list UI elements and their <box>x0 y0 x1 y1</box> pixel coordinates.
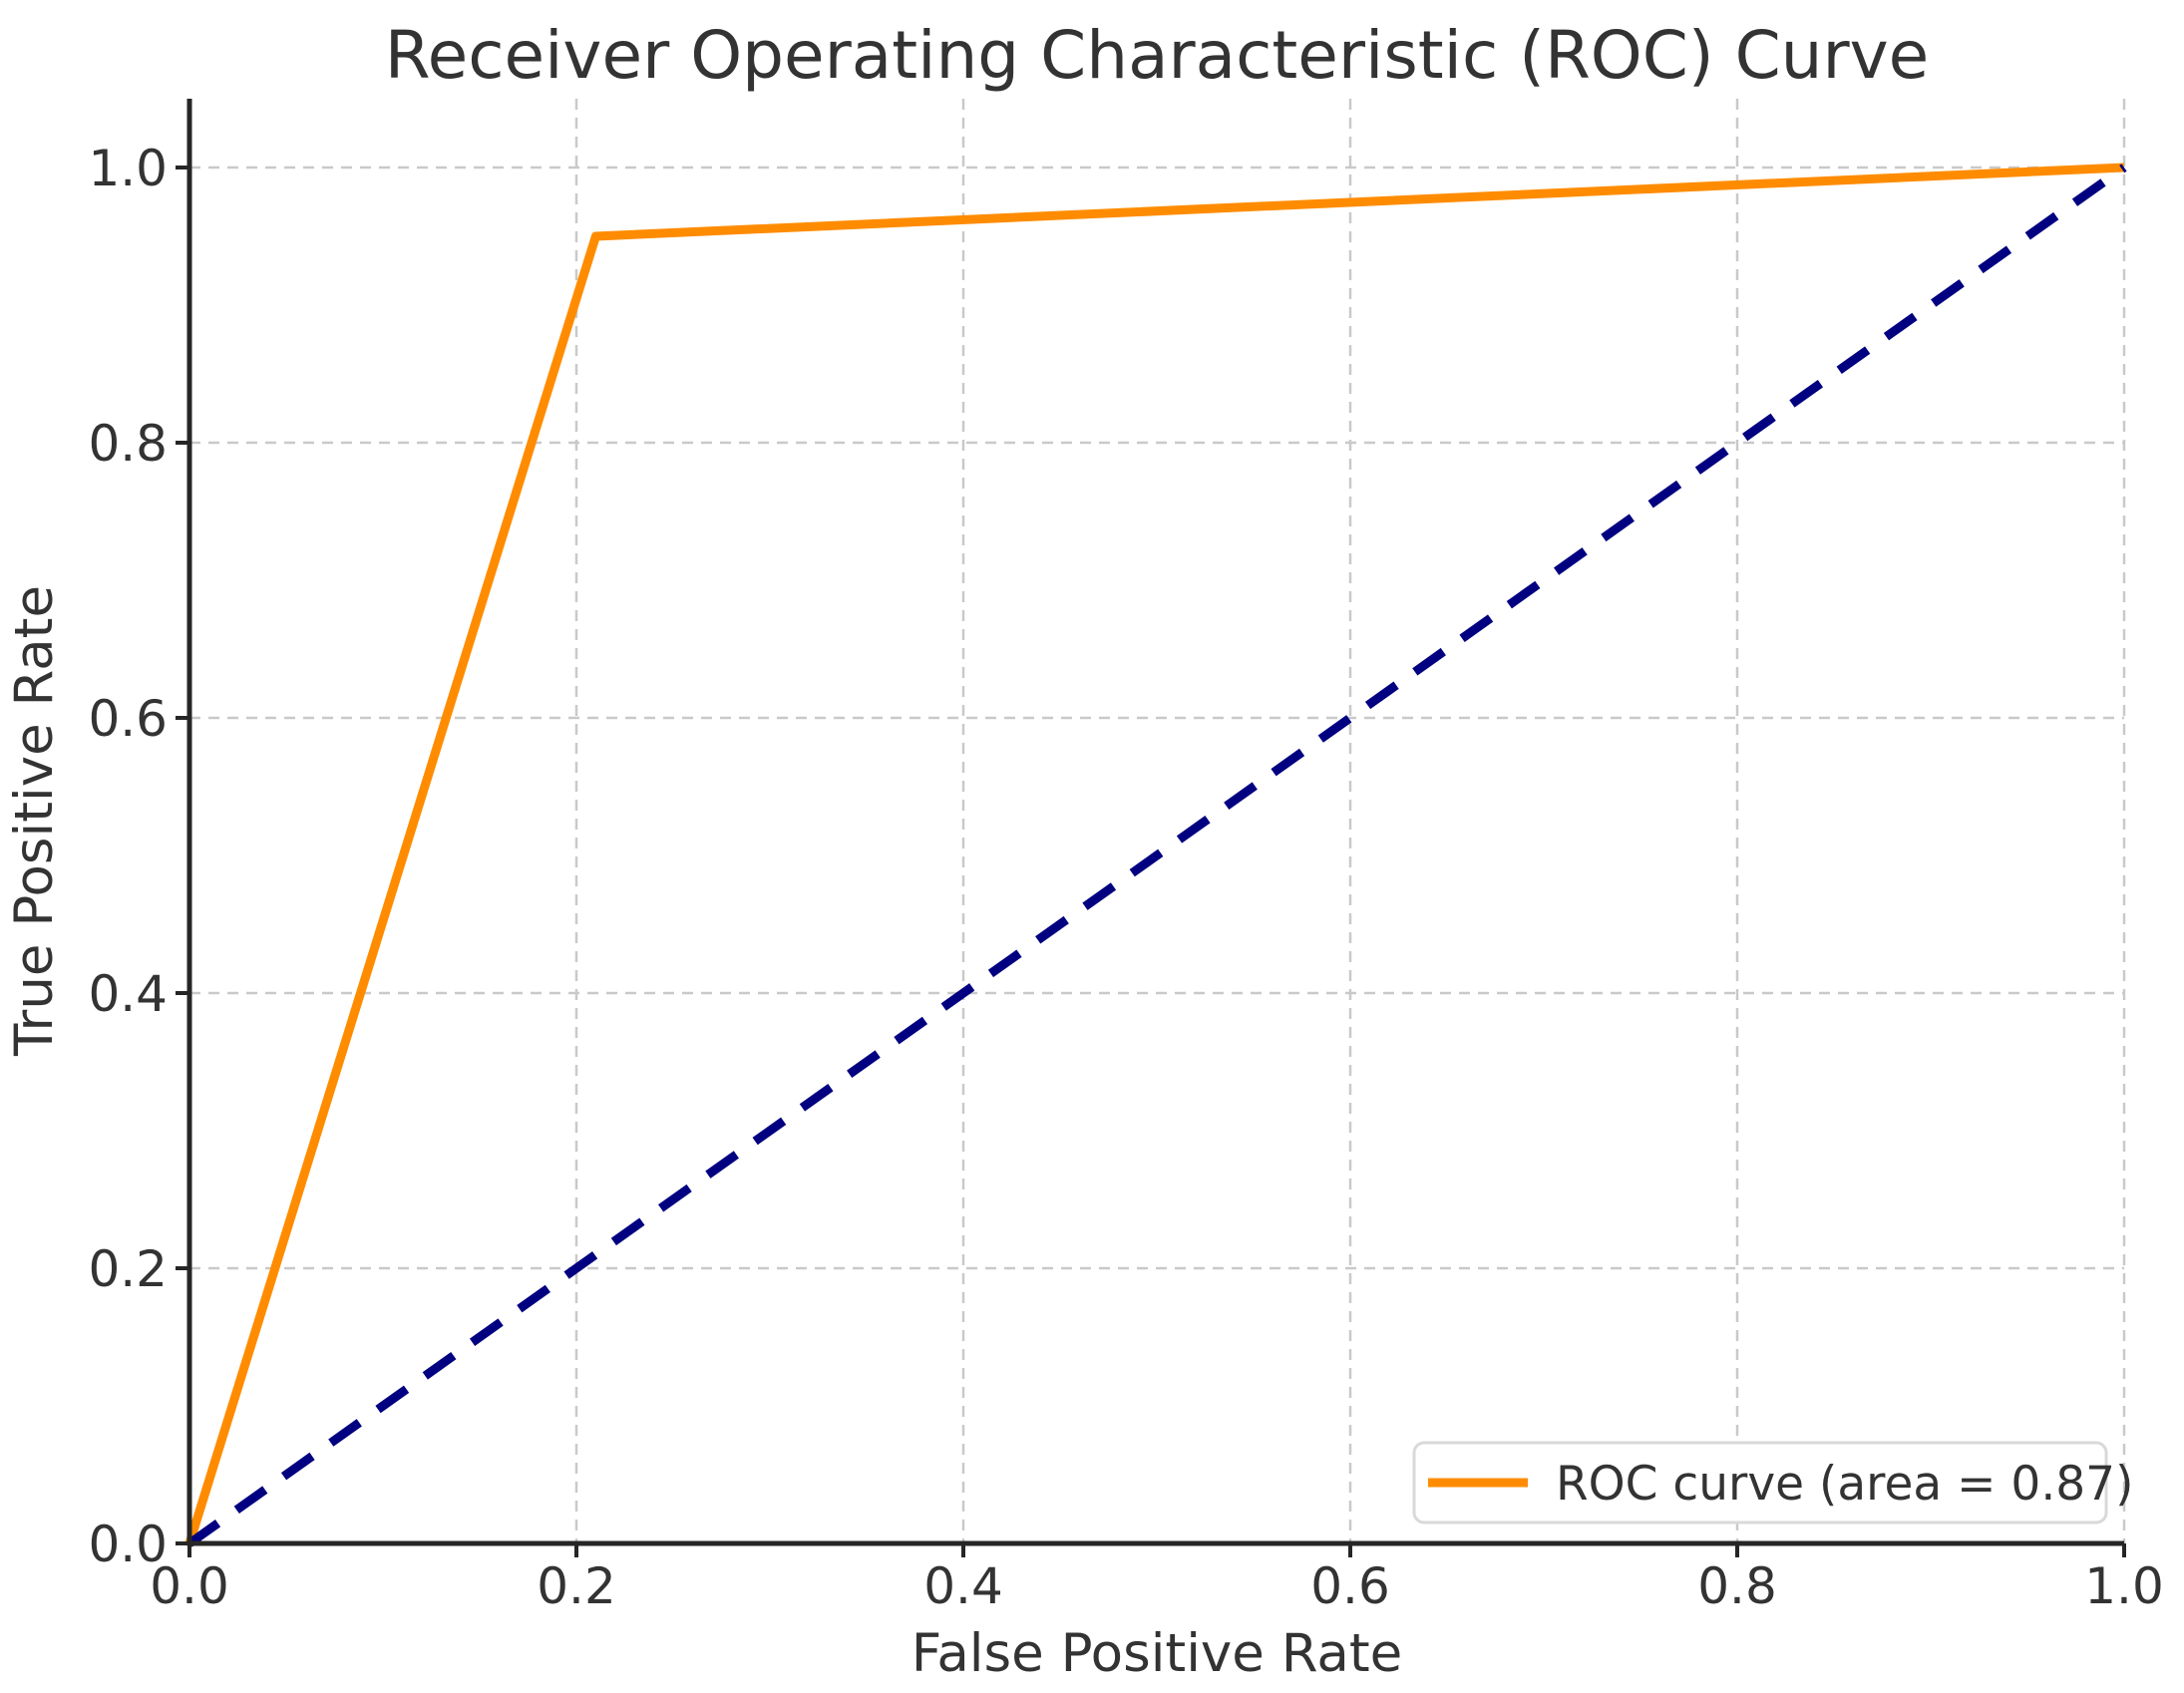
y-tick-label: 0.8 <box>88 415 168 473</box>
x-tick-label: 1.0 <box>2084 1557 2164 1615</box>
data-series <box>184 163 2127 1547</box>
x-tick-label: 0.8 <box>1697 1557 1777 1615</box>
grid-lines <box>189 99 2126 1543</box>
y-tick-label: 0.4 <box>88 965 168 1023</box>
chance-diagonal-line <box>186 164 2127 1547</box>
y-axis-label: True Positive Rate <box>4 585 65 1057</box>
y-tick-label: 1.0 <box>88 140 168 197</box>
y-tick-label: 0.0 <box>88 1516 168 1573</box>
x-tick-label: 0.2 <box>537 1557 616 1615</box>
y-tick-label: 0.2 <box>88 1240 168 1298</box>
x-tick-label: 0.6 <box>1310 1557 1390 1615</box>
chart-title: Receiver Operating Characteristic (ROC) … <box>385 17 1930 94</box>
legend-entry-label: ROC curve (area = 0.87) <box>1556 1457 2133 1512</box>
legend-box <box>1412 1441 2108 1524</box>
x-axis-label: False Positive Rate <box>911 1623 1403 1684</box>
x-tick-label: 0.4 <box>923 1557 1003 1615</box>
axes-and-ticks: 0.0 0.2 0.4 0.6 0.8 1.0 0.0 0.2 0.4 0.6 0.8 1.0 <box>88 99 2164 1615</box>
x-tick-label: 0.0 <box>150 1557 229 1615</box>
roc-curve-line <box>184 163 2125 1545</box>
legend: ROC curve (area = 0.87) <box>1412 1441 2133 1524</box>
y-tick-label: 0.6 <box>88 690 168 748</box>
